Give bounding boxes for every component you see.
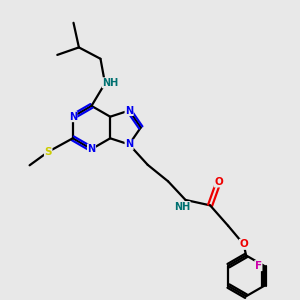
Text: S: S [44,147,52,157]
Text: NH: NH [102,78,119,88]
Text: O: O [239,239,248,249]
Text: N: N [125,140,133,149]
Text: N: N [69,112,77,122]
Text: NH: NH [174,202,190,212]
Text: N: N [125,106,133,116]
Text: F: F [255,261,262,271]
Text: N: N [87,144,96,154]
Text: O: O [214,177,223,187]
